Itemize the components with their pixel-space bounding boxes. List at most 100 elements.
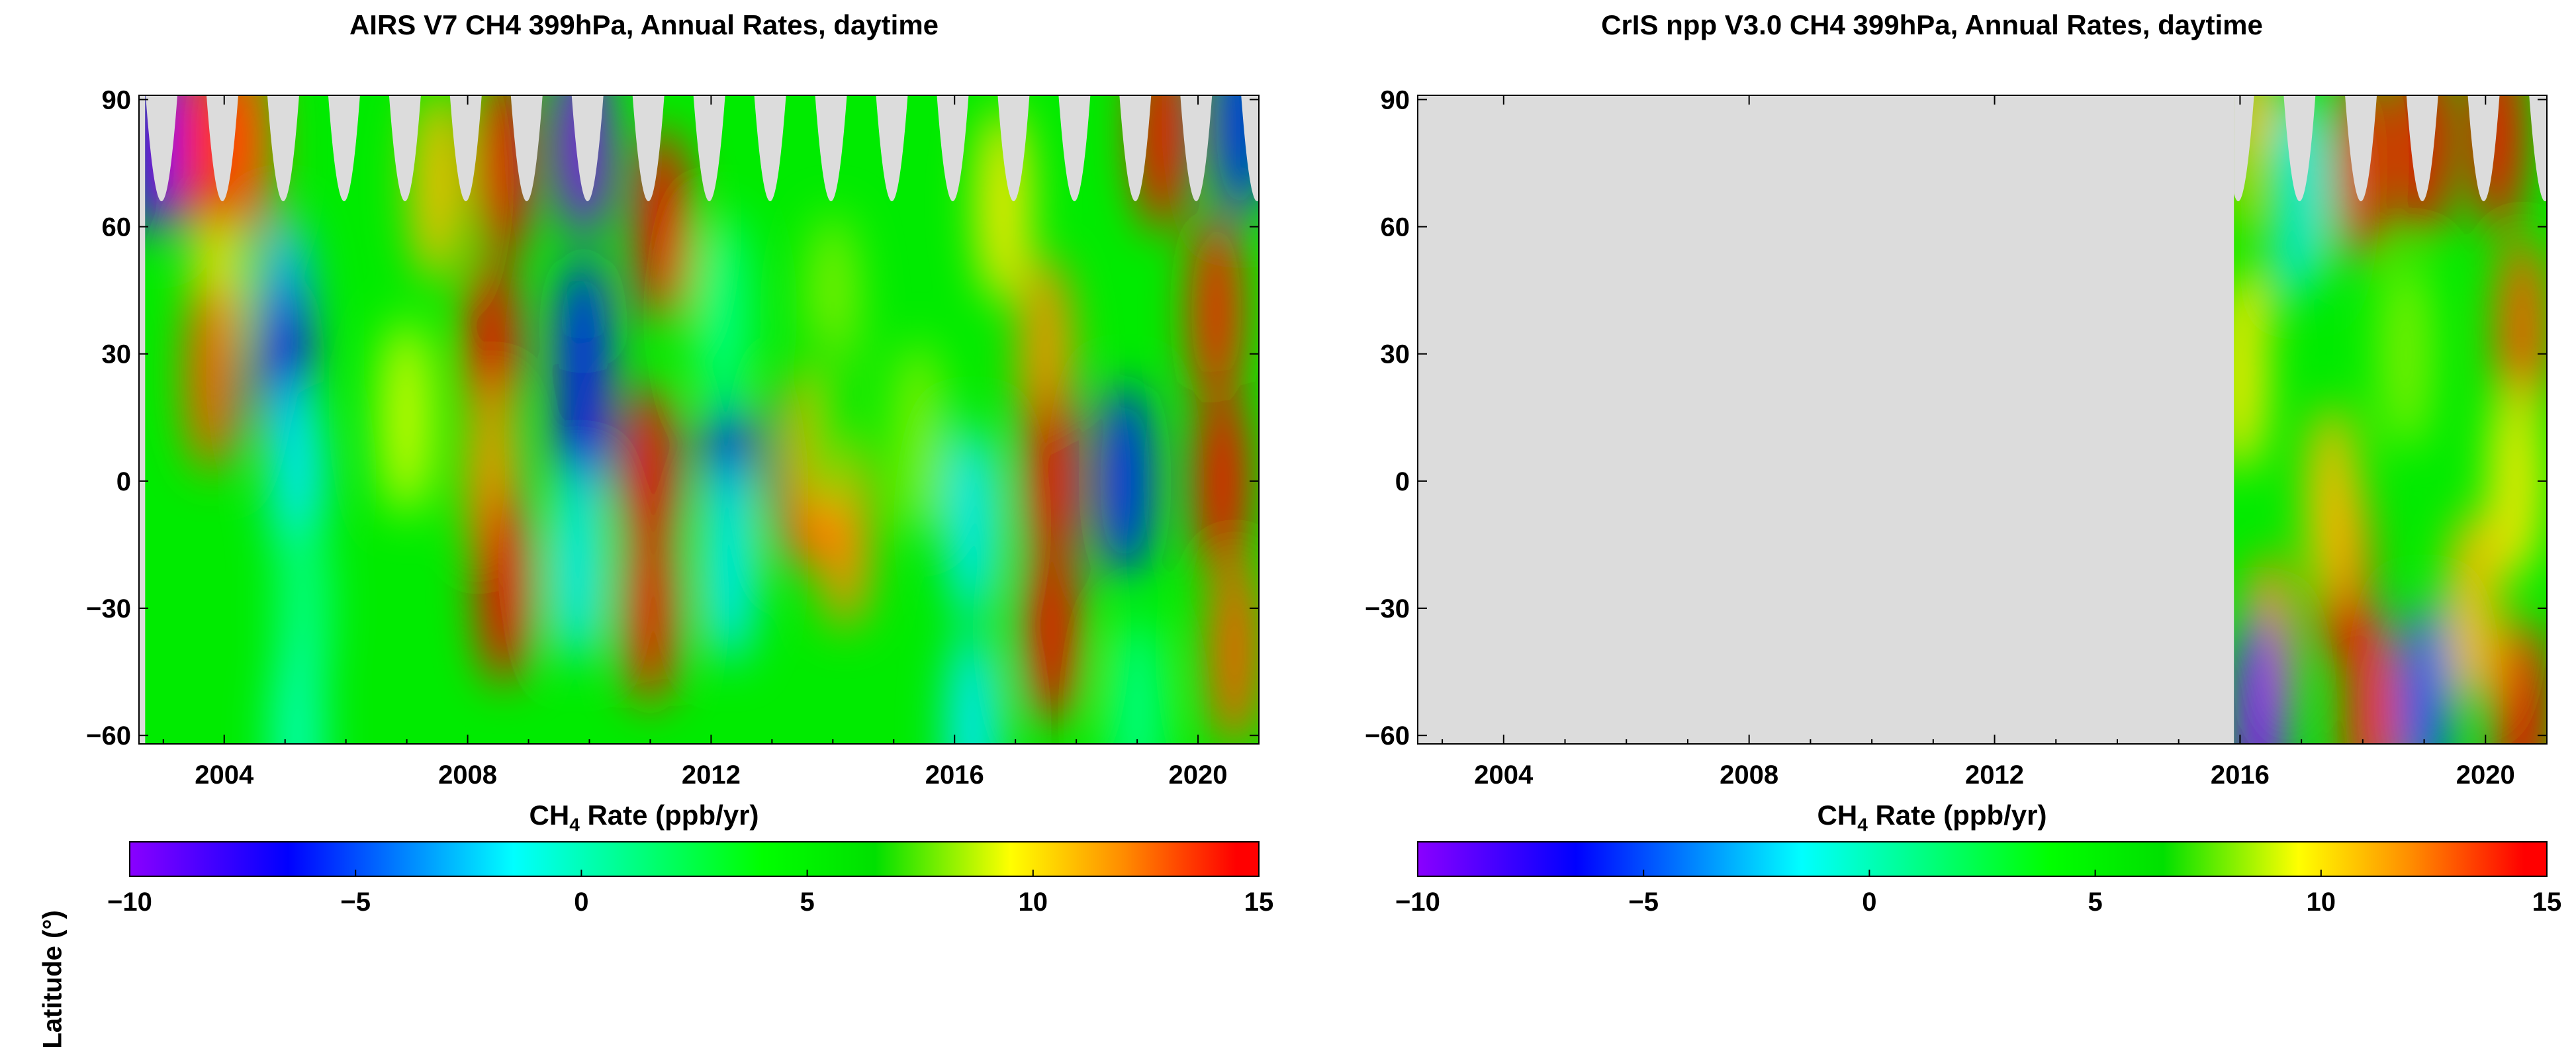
heatmap-blob <box>802 318 852 517</box>
x-tick-label: 2004 <box>195 760 254 790</box>
polar-night-gap <box>206 95 238 202</box>
polar-night-gap <box>1180 95 1213 202</box>
heatmap-blob <box>412 95 463 284</box>
colorbar-tick-label: 5 <box>2088 888 2102 917</box>
colorbar-tick-label: 0 <box>1862 888 1876 917</box>
polar-night-gap <box>1119 95 1152 202</box>
x-tick-label: 2016 <box>925 760 984 790</box>
heatmap-blob <box>1112 615 1163 744</box>
polar-night-gap <box>754 95 786 202</box>
colorbar-tick-label: 0 <box>574 888 588 917</box>
polar-night-gap <box>1241 95 1259 202</box>
heatmap-blob <box>381 318 432 517</box>
heatmap-blob <box>2307 402 2358 602</box>
colorbar-label-right: CH4 Rate (ppb/yr) <box>1817 799 2047 835</box>
y-tick-label: 90 <box>1381 85 1410 114</box>
chart-title-right: CrIS npp V3.0 CH4 399hPa, Annual Rates, … <box>1601 9 2263 40</box>
x-tick-label: 2008 <box>438 760 497 790</box>
heatmap-left: 90 60 30 0 −30 −60 2004 2008 2012 2016 2020 −10 −5 0 5… <box>86 85 1274 917</box>
heatmap-blob <box>2448 509 2499 708</box>
polar-night-gap <box>449 95 482 202</box>
polar-night-gap <box>693 95 725 202</box>
y-tick-label: −60 <box>86 721 131 751</box>
polar-night-gap <box>267 95 299 202</box>
heatmap-blob <box>1099 381 1150 580</box>
heatmap-blob <box>2234 636 2284 744</box>
polar-night-gap <box>2234 95 2254 202</box>
y-tick-label: 30 <box>102 340 132 369</box>
colorbar-tick-label: 10 <box>1019 888 1048 917</box>
polar-night-gap <box>937 95 969 202</box>
heatmap-blob <box>2497 615 2547 744</box>
polar-night-gap <box>1058 95 1091 202</box>
y-tick-label: 60 <box>102 213 132 242</box>
heatmap-blob <box>698 212 749 411</box>
heatmap-blob <box>479 488 529 687</box>
y-tick-label: −60 <box>1365 721 1410 751</box>
colorbar-tick-label: −5 <box>340 888 371 917</box>
colorbar-label-left: CH4 Rate (ppb/yr) <box>529 799 759 835</box>
y-tick-label: −30 <box>86 594 131 623</box>
polar-night-gap <box>2283 95 2316 202</box>
colorbar-tick-label: 15 <box>2532 888 2562 917</box>
x-tick-label: 2020 <box>1169 760 1228 790</box>
heatmap-blob <box>947 424 998 623</box>
plot-frame <box>1417 95 2548 745</box>
polar-night-gap <box>146 95 178 202</box>
heatmap-blob <box>1027 530 1078 729</box>
polar-night-gap <box>328 95 360 202</box>
polar-night-gap <box>2345 95 2377 202</box>
y-tick-label: −30 <box>1365 594 1410 623</box>
right-panel: CrIS npp V3.0 CH4 399hPa, Annual Rates, … <box>1288 0 2576 935</box>
heatmap-blob <box>1191 212 1242 411</box>
left-panel: AIRS V7 CH4 399hPa, Annual Rates, daytim… <box>0 0 1288 1049</box>
polar-night-gap <box>632 95 665 202</box>
plot-frame <box>138 95 1260 745</box>
polar-night-gap <box>876 95 908 202</box>
heatmap-blob <box>2399 602 2450 744</box>
x-tick-label: 2012 <box>1965 760 2024 790</box>
heatmap-blob <box>893 339 944 538</box>
x-tick-label: 2012 <box>682 760 741 790</box>
polar-night-gap <box>571 95 604 202</box>
polar-night-gap <box>510 95 543 202</box>
chart-title-left: AIRS V7 CH4 399hPa, Annual Rates, daytim… <box>349 9 939 40</box>
heatmap-blob <box>2245 127 2296 326</box>
heatmap-blob <box>2497 233 2547 432</box>
y-tick-label: 0 <box>116 467 131 496</box>
heatmap-blob <box>2234 275 2266 475</box>
heatmap-blob <box>1197 381 1248 580</box>
heatmap-blob <box>552 466 603 665</box>
polar-night-gap <box>2529 95 2547 202</box>
colorbar-tick-label: −10 <box>1395 888 1440 917</box>
colorbar-tick-label: −10 <box>107 888 152 917</box>
x-tick-label: 2020 <box>2456 760 2515 790</box>
colorbar <box>129 841 1260 877</box>
polar-night-gap <box>2467 95 2500 202</box>
colorbar-tick-label: −5 <box>1628 888 1659 917</box>
x-tick-label: 2008 <box>1720 760 1778 790</box>
heatmap-blob <box>1027 381 1078 580</box>
polar-night-gap <box>815 95 847 202</box>
polar-night-gap <box>997 95 1030 202</box>
x-tick-label: 2004 <box>1474 760 1534 790</box>
heatmap-blob <box>272 636 323 744</box>
heatmap-right: 90 60 30 0 −30 −60 2004 2008 2012 2016 2020 −10 −5 0 5… <box>1365 85 2562 917</box>
heatmap-blob <box>947 627 998 744</box>
x-tick-label: 2016 <box>2211 760 2270 790</box>
heatmap-blob <box>625 509 676 708</box>
heatmap-blob <box>704 466 755 665</box>
heatmap-blob <box>1209 551 1259 744</box>
polar-night-gap <box>389 95 421 202</box>
colorbar-tick-label: 15 <box>1244 888 1274 917</box>
heatmap-blob <box>2344 615 2395 744</box>
y-tick-label: 0 <box>1395 467 1410 496</box>
y-tick-label: 60 <box>1381 213 1410 242</box>
polar-night-gap <box>2406 95 2438 202</box>
colorbar-tick-label: 5 <box>800 888 814 917</box>
colorbar <box>1417 841 2548 877</box>
heatmap-blob <box>187 275 238 475</box>
heatmap-blob <box>2380 254 2431 453</box>
y-tick-label: 90 <box>102 85 132 114</box>
y-tick-label: 30 <box>1381 340 1410 369</box>
